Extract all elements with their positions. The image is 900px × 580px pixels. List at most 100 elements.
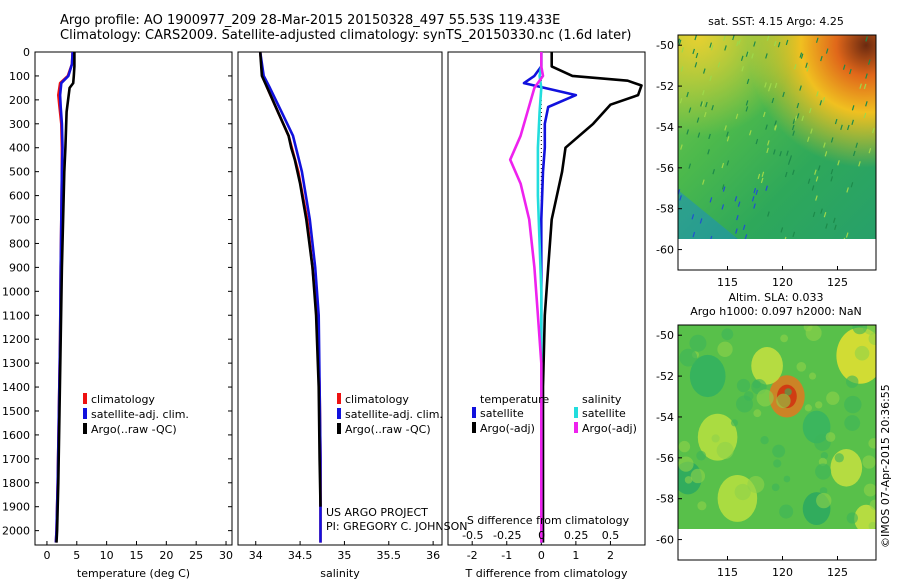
sla-texture [678, 440, 691, 453]
sst-streak [849, 68, 852, 75]
salinity-xtick-label: 35 [337, 549, 351, 562]
sst-streak [782, 91, 785, 98]
sst-streak [796, 113, 800, 119]
temperature-legend-swatch [83, 423, 87, 434]
depth-tick-label: 400 [9, 142, 30, 155]
sla-texture [868, 521, 876, 529]
sst-streak [736, 40, 739, 47]
sla-texture [783, 475, 791, 483]
sst-streak [753, 41, 756, 47]
sla-texture [834, 453, 844, 463]
salinity-xlabel: salinity [320, 567, 360, 580]
sla-map-subtitle: Argo h1000: 0.097 h2000: NaN [690, 305, 862, 318]
difference-xtick-label: 1 [572, 549, 579, 562]
sst-streak [830, 168, 834, 175]
sst-streak [721, 204, 725, 210]
sst-streak [745, 51, 749, 57]
sst-streak [843, 237, 846, 239]
sst-streak [865, 73, 868, 79]
sst-streak [793, 64, 797, 70]
depth-tick-label: 300 [9, 118, 30, 131]
sst-streak [815, 195, 818, 201]
temperature-legend-label: satellite-adj. clim. [91, 408, 189, 421]
temperature-xtick-label: 10 [100, 549, 114, 562]
sst-streak [820, 208, 823, 214]
sst-streak [822, 97, 826, 103]
sst-streak [686, 91, 689, 98]
sla-texture [743, 391, 754, 401]
sst-streak [865, 36, 868, 42]
sst-streak [767, 140, 770, 146]
difference-xtick-label: 0 [538, 549, 545, 562]
sla-texture [690, 468, 706, 484]
depth-tick-label: 600 [9, 190, 30, 203]
sst-streak [686, 129, 689, 135]
sst-streak [707, 149, 710, 155]
sla_map-xtick-label: 115 [717, 566, 738, 579]
top-tick-label: 0.5 [602, 529, 620, 542]
map-layer [678, 35, 876, 529]
sst-streak [773, 149, 776, 155]
sst-streak [691, 214, 695, 220]
sst-streak [762, 111, 766, 118]
sst-streak [774, 82, 778, 89]
sst-streak [774, 120, 777, 126]
salinity-line-satellite-adj-clim- [258, 52, 322, 543]
salinity-legend-label: satellite-adj. clim. [345, 408, 443, 421]
sst-streak [694, 62, 698, 68]
sst-streak [837, 160, 840, 166]
sst-streak [863, 112, 867, 119]
sst-streak [735, 113, 739, 119]
sst-streak [705, 101, 708, 108]
sst-streak [732, 35, 735, 41]
sst-streak [765, 53, 768, 59]
sst-streak [694, 35, 698, 41]
diff-legend-title: salinity [582, 393, 622, 406]
sla-texture [780, 334, 789, 343]
sst_map-ytick-label: -60 [656, 244, 674, 257]
sst-streak [726, 136, 730, 142]
sla-texture [734, 483, 751, 501]
sla-texture [868, 438, 876, 449]
sst_map-ytick-label: -54 [656, 121, 674, 134]
sst-streak [834, 224, 837, 231]
sst-streak [723, 35, 726, 41]
sla_map-frame [677, 324, 877, 561]
sst-streak [791, 124, 795, 131]
depth-tick-label: 1100 [2, 309, 30, 322]
sla-texture [805, 325, 822, 341]
sla-texture [826, 391, 840, 405]
sst-streak [766, 35, 770, 41]
sst-streak [744, 234, 748, 239]
sst_map-frame [677, 34, 877, 271]
sla-texture [809, 372, 817, 380]
sst-streak [702, 68, 706, 74]
sst-streak [741, 66, 744, 72]
sst-streak [784, 171, 788, 178]
sst-streak [812, 211, 816, 218]
sst-streak [709, 197, 713, 203]
axes-layer [34, 34, 877, 561]
sst-streak [846, 124, 850, 131]
depth-tick-label: 800 [9, 237, 30, 250]
sst-streak [801, 115, 805, 122]
sst-streak [692, 231, 696, 238]
sst-streak [709, 42, 712, 48]
sst-streak [712, 168, 715, 175]
sst-streak [830, 176, 834, 182]
sst-streak [840, 124, 843, 130]
sst-streak [845, 232, 849, 238]
diff-legend-swatch [574, 407, 578, 418]
sla-texture [779, 504, 794, 519]
sst_map-ytick-label: -50 [656, 39, 674, 52]
sla_map-ytick-label: -54 [656, 411, 674, 424]
sst-streak [787, 159, 791, 165]
top-tick-label: -0.25 [493, 529, 521, 542]
depth-tick-label: 700 [9, 214, 30, 227]
sst-streak [721, 184, 725, 190]
diff-legend-swatch [472, 407, 476, 418]
sst-streak [701, 101, 705, 107]
salinity-legend-label: climatology [345, 393, 409, 406]
depth-tick-label: 200 [9, 94, 30, 107]
